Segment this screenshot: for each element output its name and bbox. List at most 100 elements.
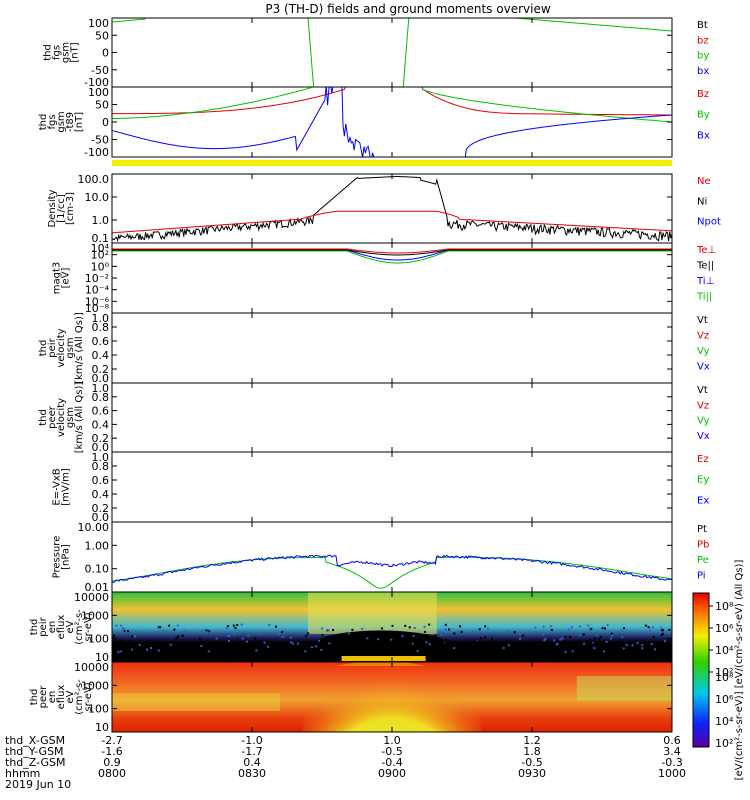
y-axis-label: magt3 (52, 262, 63, 295)
y-tick-label: 0 (102, 116, 109, 129)
x-axis-row-label: thd_X-GSM (5, 734, 65, 747)
series-by (402, 18, 410, 87)
y-axis-label: gsm (61, 42, 72, 63)
x-tick-label: 0930 (518, 767, 546, 780)
y-tick-label: 0 (102, 47, 109, 60)
y-tick-label: 50 (95, 29, 109, 42)
legend-By: By (697, 110, 710, 121)
y-tick-label: 0.10 (85, 563, 110, 576)
series-Bz (112, 87, 672, 116)
y-axis-label: -t89 (65, 112, 76, 132)
legend-Pb: Pb (697, 540, 709, 551)
panel-frame (111, 382, 673, 453)
y-axis-label: [nPa] (61, 544, 72, 570)
legend-Vt: Vt (697, 315, 708, 326)
y-tick-label: 1.0 (92, 382, 110, 395)
y-tick-label: 0.8 (92, 460, 110, 473)
electron-spec-right (576, 676, 672, 701)
panel-vi: 1.00.80.60.40.20.0 thdpeirvelocitygsm[km/… (38, 312, 710, 385)
panel-plot-temp (112, 248, 672, 264)
panel-frame (111, 451, 673, 523)
y-axis-label: Density (47, 189, 58, 227)
panel-plot-ion_spec (112, 592, 672, 662)
x-tick-label: 1.2 (523, 734, 541, 747)
y-tick-label: 0.2 (92, 432, 110, 445)
colorbar-tick-label: 10⁴ (715, 644, 734, 657)
y-axis-label: [mV/m] (61, 468, 72, 506)
y-axis-label: velocity (56, 398, 67, 437)
y-axis-label: fgs (52, 45, 63, 60)
y-tick-label: 0.0 (92, 511, 110, 524)
y-tick-label: -50 (91, 64, 109, 77)
y-tick-label: 1.0 (92, 214, 110, 227)
electron-spec-dome (302, 665, 482, 732)
y-tick-label: -100 (84, 146, 109, 159)
x-tick-label: -0.5 (381, 745, 402, 758)
y-tick-label: 10⁻⁶ (85, 295, 110, 308)
panel-ion_spec: 10000 1000 100 10 thdpeirenefluxeV(cm²-s-sr-… (29, 591, 673, 664)
y-tick-label: 0.4 (92, 418, 110, 431)
electron-spec-left (112, 693, 280, 711)
y-tick-label: 10.00 (78, 521, 110, 534)
y-tick-label: -50 (91, 134, 109, 147)
y-axis-label: thd (38, 340, 49, 357)
legend-Ti: Ti⊥ (696, 276, 714, 287)
legend-Ey: Ey (697, 475, 709, 486)
y-axis-label: en (47, 691, 58, 704)
electron-spec-cap (336, 662, 426, 666)
y-tick-label: 0.4 (92, 349, 110, 362)
series-Te-par (112, 249, 672, 256)
legend-Ex: Ex (697, 495, 709, 506)
y-tick-label: -100 (84, 76, 109, 89)
y-tick-label: 0.2 (92, 502, 110, 515)
panel-plot-fgs_b (112, 87, 672, 157)
legend-Pi: Pi (697, 571, 706, 582)
y-axis-label: eV (65, 690, 76, 703)
y-axis-label: peir (38, 616, 49, 636)
y-axis-label: eflux (56, 615, 67, 640)
flag-band (112, 160, 672, 166)
y-axis-label: [km/s (All Qs)] (74, 312, 85, 384)
y-tick-label: 0.6 (92, 405, 110, 418)
legend-Pe: Pe (697, 555, 709, 566)
legend-bz: bz (697, 35, 709, 46)
x-tick-label: 0800 (98, 767, 126, 780)
panel-frame (111, 173, 673, 244)
y-tick-label: 10⁻⁸ (85, 302, 110, 315)
y-axis-label: gsm (65, 407, 76, 428)
x-tick-label: -1.0 (241, 734, 262, 747)
y-tick-label: 0.6 (92, 474, 110, 487)
x-tick-label: -0.4 (381, 756, 402, 769)
series-Te-perp (112, 248, 672, 254)
y-axis-label: thd (38, 409, 49, 426)
x-axis-date: 2019 Jun 10 (5, 778, 71, 791)
y-tick-label: 0.4 (92, 488, 110, 501)
legend-Te: Te⊥ (696, 245, 716, 256)
y-axis-label: peer (38, 685, 49, 709)
y-tick-label: 1000 (81, 609, 109, 622)
panel-plot-fgs (112, 18, 672, 87)
x-tick-label: 1000 (658, 767, 686, 780)
y-tick-label: 0.0 (92, 372, 110, 385)
y-axis-label: thd (43, 44, 54, 61)
panel-pressure: 10.00 1.00 0.10 0.01 Pressure[nPa] Pt Pb Pe Pi (52, 521, 710, 594)
x-tick-label: -1.6 (101, 745, 122, 758)
y-axis-label: gsm (65, 337, 76, 358)
y-tick-label: 1.00 (85, 539, 110, 552)
y-tick-label: 10⁴ (91, 242, 110, 255)
y-tick-label: 100.0 (78, 173, 110, 186)
y-axis-label: gsm (56, 111, 67, 132)
y-axis-label: [nT] (74, 112, 85, 132)
y-tick-label: 100 (88, 86, 109, 99)
y-axis-label: (cm²-s- (74, 609, 85, 645)
y-tick-label: 50 (95, 99, 109, 112)
y-tick-label: 0.8 (92, 391, 110, 404)
x-tick-label: -1.7 (241, 745, 262, 758)
legend-Vz: Vz (697, 331, 709, 342)
x-tick-label: -0.3 (661, 756, 682, 769)
y-axis-label: Pressure (52, 536, 63, 579)
legend-Bz: Bz (697, 89, 709, 100)
y-tick-label: 10² (91, 249, 109, 262)
